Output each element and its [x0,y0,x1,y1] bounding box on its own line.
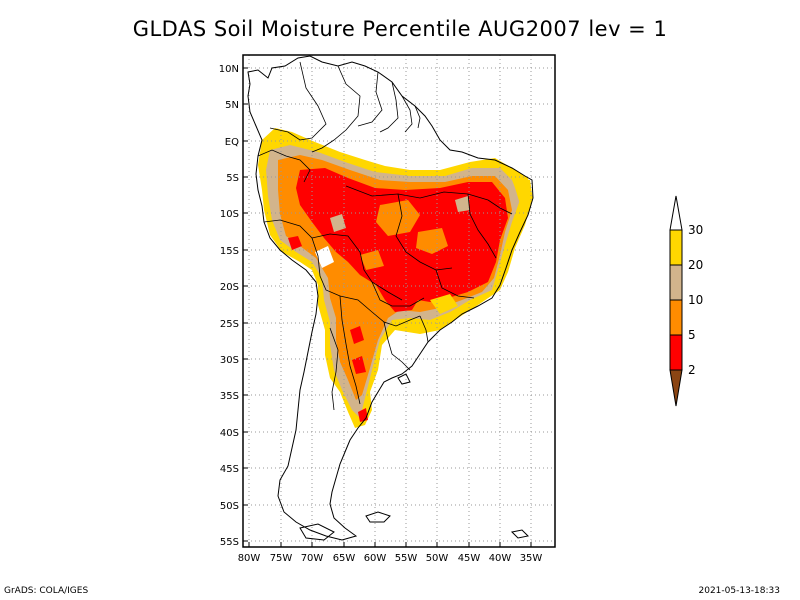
lat-label: 50S [220,501,239,512]
lat-label: 5S [226,173,239,184]
lat-label: 10S [220,209,239,220]
legend-arrow-top [669,195,683,231]
lon-label: 45W [458,553,481,564]
legend-label: 20 [688,258,703,272]
lon-label: 65W [333,553,356,564]
tierra-del-fuego [299,523,335,541]
lat-label: 20S [220,282,239,293]
country-borders [257,61,513,411]
field-orange-patch [416,228,448,254]
lat-label: 30S [220,355,239,366]
lat-label: EQ [225,137,239,148]
legend-arrow-bottom [669,369,683,407]
lon-label: 55W [395,553,418,564]
field-white-hole [315,246,334,268]
coastline [247,55,534,541]
lon-label: 80W [238,553,261,564]
lat-label: 15S [220,246,239,257]
legend-label: 10 [688,293,703,307]
legend-swatch-20 [669,264,683,301]
lat-label: 5N [225,100,239,111]
lon-label: 60W [364,553,387,564]
lat-tick-marks [243,67,248,542]
lon-label: 40W [489,553,512,564]
color-legend: 30 20 10 5 2 [669,195,703,407]
island-marker [397,373,411,385]
legend-swatch-5 [669,334,683,371]
legend-label: 2 [688,363,696,377]
field-orange-patch [360,250,384,270]
field-yellow-patch [512,178,533,204]
field-white-hole [396,332,410,350]
falklands-outline [365,511,391,523]
field-red-patch [352,356,366,374]
lat-label: 10N [219,64,239,75]
field-tan-patch [455,196,470,212]
lon-tick-marks [248,542,532,547]
lat-label: 25S [220,319,239,330]
field-red-main [296,168,508,312]
lat-label: 40S [220,428,239,439]
lat-grid-lines [243,67,555,542]
legend-label: 30 [688,223,703,237]
lat-label: 45S [220,464,239,475]
lon-label: 35W [520,553,543,564]
lon-label: 75W [270,553,293,564]
chart-title: GLDAS Soil Moisture Percentile AUG2007 l… [132,17,668,41]
percentile-field [258,128,533,428]
lon-axis-labels: 80W 75W 70W 65W 60W 55W 50W 45W 40W 35W [238,553,543,564]
map-frame [242,54,556,548]
lon-label: 70W [301,553,324,564]
legend-swatch-10 [669,299,683,336]
footer-timestamp: 2021-05-13-18:33 [698,586,781,596]
field-red-patch [288,236,302,250]
footer-credit: GrADS: COLA/IGES [4,586,89,596]
island-marker [510,529,530,539]
lon-label: 50W [426,553,449,564]
lat-label: 55S [220,537,239,548]
legend-swatch-30 [669,229,683,266]
legend-label: 5 [688,328,696,342]
field-orange-patch [376,200,420,236]
lat-axis-labels: 10N 5N EQ 5S 10S 15S 20S 25S 30S 35S 40S… [219,64,239,548]
field-red-patch [350,326,364,344]
field-tan-patch [330,214,346,232]
lat-label: 35S [220,391,239,402]
